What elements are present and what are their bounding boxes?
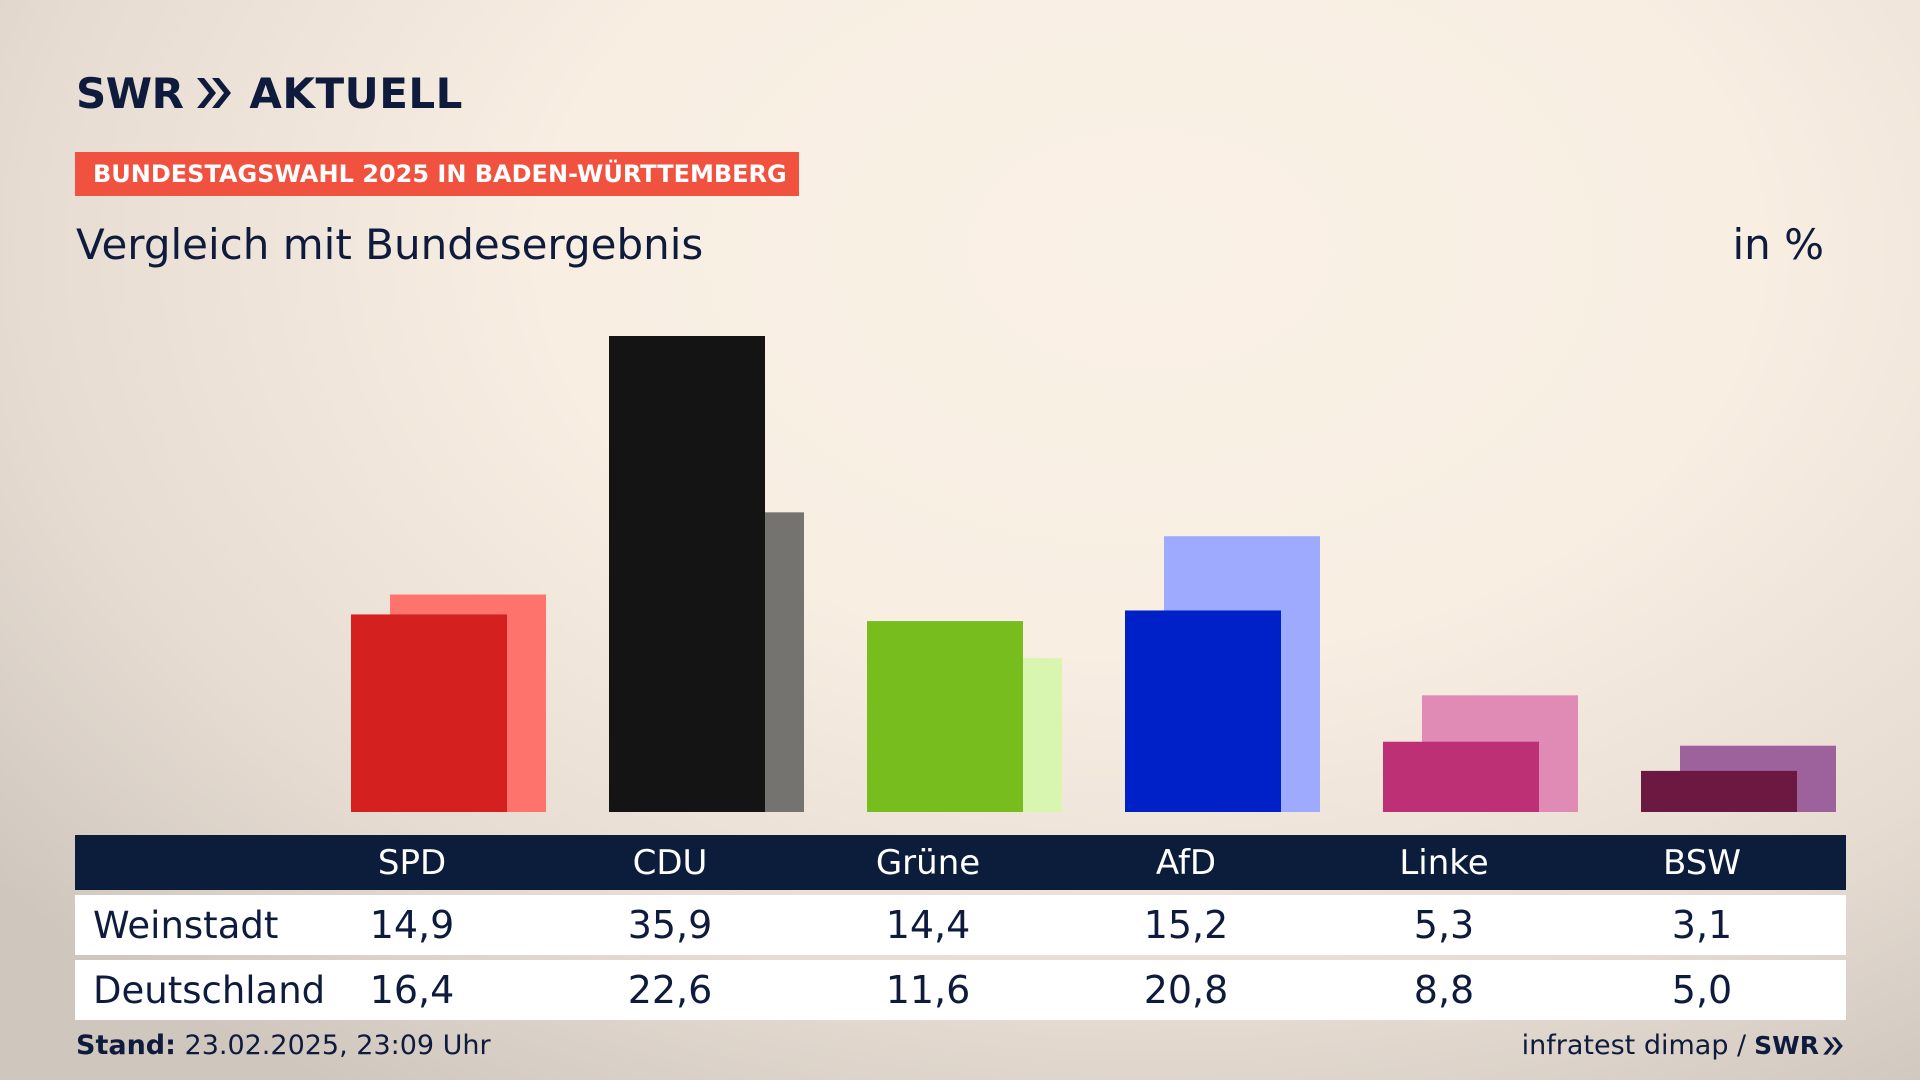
- election-banner: BUNDESTAGSWAHL 2025 IN BADEN-WÜRTTEMBERG: [75, 152, 799, 196]
- table-cell: 20,8: [1143, 968, 1229, 1012]
- table-row: Deutschland 16,4 22,6 11,6 20,8 8,8 5,0: [75, 960, 1846, 1020]
- double-chevron-small-icon: [1823, 1036, 1843, 1055]
- table-cell: 14,9: [369, 903, 455, 947]
- bar-weinstadt-spd: [351, 614, 507, 812]
- table-header-row: SPD CDU Grüne AfD Linke BSW: [75, 835, 1846, 890]
- stand-value: 23.02.2025, 23:09 Uhr: [184, 1030, 491, 1061]
- table-cell: 3,1: [1671, 903, 1733, 947]
- bar-weinstadt-linke: [1383, 741, 1539, 812]
- table-cell: 5,0: [1671, 968, 1733, 1012]
- bar-weinstadt-afd: [1125, 610, 1281, 812]
- bar-weinstadt-cdu: [609, 336, 765, 812]
- swr-small-logo: SWR: [1754, 1031, 1844, 1060]
- unit-label: in %: [1732, 220, 1824, 269]
- column-header-cdu: CDU: [632, 842, 708, 883]
- bar-weinstadt-gruene: [867, 621, 1023, 812]
- brand-name: SWR: [76, 68, 184, 118]
- source-text: infratest dimap /: [1521, 1030, 1747, 1061]
- swr-small-name: SWR: [1754, 1031, 1819, 1060]
- timestamp: Stand: 23.02.2025, 23:09 Uhr: [76, 1030, 491, 1061]
- brand-sub: AKTUELL: [249, 68, 463, 118]
- table-cell: 8,8: [1413, 968, 1475, 1012]
- table-cell: 14,4: [885, 903, 971, 947]
- column-header-spd: SPD: [377, 842, 447, 883]
- column-header-linke: Linke: [1399, 842, 1489, 883]
- stand-label: Stand:: [76, 1030, 176, 1061]
- table-cell: 5,3: [1413, 903, 1475, 947]
- results-table: SPD CDU Grüne AfD Linke BSW Weinstadt 14…: [75, 835, 1846, 1020]
- table-cell: 11,6: [885, 968, 971, 1012]
- bar-weinstadt-bsw: [1641, 770, 1797, 812]
- double-chevron-icon: [195, 76, 233, 110]
- table-cell: 15,2: [1143, 903, 1229, 947]
- column-header-bsw: BSW: [1663, 842, 1741, 883]
- column-header-afd: AfD: [1155, 842, 1217, 883]
- table-cell: 22,6: [627, 968, 713, 1012]
- chart-subtitle: Vergleich mit Bundesergebnis: [76, 220, 704, 269]
- table-row: Weinstadt 14,9 35,9 14,4 15,2 5,3 3,1: [75, 895, 1846, 955]
- swr-aktuell-logo: SWR AKTUELL: [76, 68, 463, 118]
- row-label-weinstadt: Weinstadt: [93, 903, 279, 947]
- bar-chart: [351, 336, 1836, 812]
- column-header-gruene: Grüne: [875, 842, 981, 883]
- table-cell: 35,9: [627, 903, 713, 947]
- source-credit: infratest dimap / SWR: [1522, 1030, 1844, 1061]
- row-label-deutschland: Deutschland: [93, 968, 326, 1012]
- table-cell: 16,4: [369, 968, 455, 1012]
